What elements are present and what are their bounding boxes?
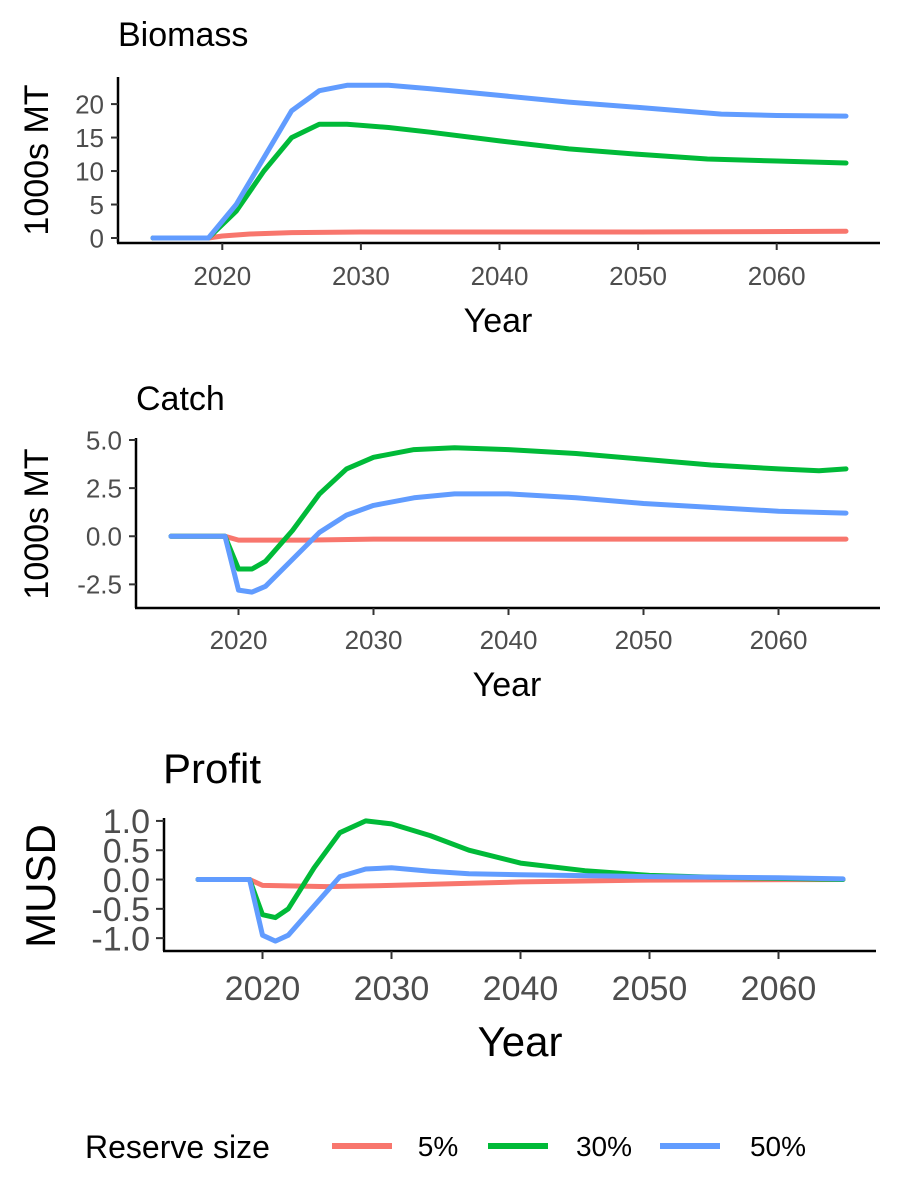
profit-ytick-label: -0.5 (91, 891, 150, 929)
biomass-ylabel: 1000s MT (18, 84, 56, 235)
catch-series-50pct (168, 491, 849, 595)
biomass-xtick-label: 2060 (748, 261, 806, 291)
biomass-xlabel: Year (464, 302, 533, 340)
catch-title: Catch (136, 380, 225, 418)
catch-ytick-label: 5.0 (86, 425, 122, 455)
biomass-xtick-label: 2020 (193, 261, 251, 291)
biomass-ytick-label: 5 (90, 190, 104, 220)
biomass-series-30pct (150, 121, 849, 241)
legend-label-30pct: 30% (576, 1131, 632, 1162)
biomass-panel: Biomass 1000s MT Year 2020 2030 2040 2050 20… (18, 16, 880, 340)
profit-series-5pct (195, 877, 846, 890)
profit-ylabel: MUSD (17, 824, 64, 948)
profit-xtick-label: 2040 (483, 970, 559, 1008)
profit-ticks: 2020 2030 2040 2050 2060 -1.0-0.50.00.51.0 (91, 803, 816, 1008)
legend-title: Reserve size (85, 1129, 270, 1165)
profit-lines (195, 818, 846, 944)
biomass-xtick-label: 2050 (609, 261, 667, 291)
profit-title: Profit (163, 745, 261, 792)
profit-panel: Profit MUSD Year 2020 2030 2040 2050 2060 -1.… (17, 745, 876, 1065)
catch-ytick-label: 0.0 (86, 522, 122, 552)
profit-ytick-label: -1.0 (91, 920, 150, 958)
catch-xtick-label: 2020 (210, 625, 268, 655)
profit-ytick-label: 1.0 (103, 803, 150, 841)
catch-ytick-label: -2.5 (77, 570, 122, 600)
catch-xtick-label: 2040 (480, 625, 538, 655)
biomass-ytick-label: 20 (75, 89, 104, 119)
biomass-lines (150, 82, 849, 241)
biomass-title: Biomass (118, 16, 248, 54)
catch-lines (168, 445, 849, 595)
profit-xtick-label: 2060 (741, 970, 817, 1008)
catch-series-30pct (168, 445, 849, 572)
biomass-ytick-label: 15 (75, 123, 104, 153)
catch-ticks: 2020 2030 2040 2050 2060 -2.5 0.0 2.5 5.0 (77, 425, 807, 655)
profit-ytick-label: 0.0 (103, 862, 150, 900)
profit-series-50pct (195, 865, 846, 944)
biomass-series-5pct (150, 228, 849, 241)
legend-label-50pct: 50% (750, 1131, 806, 1162)
profit-xtick-label: 2050 (612, 970, 688, 1008)
catch-xtick-label: 2060 (750, 625, 808, 655)
biomass-ytick-label: 0 (90, 223, 104, 253)
biomass-xtick-label: 2030 (332, 261, 390, 291)
profit-ytick-label: 0.5 (103, 832, 150, 870)
profit-xtick-label: 2020 (225, 970, 301, 1008)
catch-xtick-label: 2050 (615, 625, 673, 655)
legend-label-5pct: 5% (418, 1131, 458, 1162)
catch-panel: Catch 1000s MT Year 2020 2030 2040 2050 2060… (18, 380, 880, 704)
profit-series-30pct (195, 818, 846, 921)
profit-xlabel: Year (478, 1018, 563, 1065)
biomass-series-50pct (150, 82, 849, 241)
legend: Reserve size 5% 30% 50% (85, 1129, 806, 1165)
catch-xlabel: Year (473, 666, 542, 704)
catch-ytick-label: 2.5 (86, 473, 122, 503)
profit-xtick-label: 2030 (354, 970, 430, 1008)
catch-xtick-label: 2030 (345, 625, 403, 655)
legend-items: 5% 30% 50% (332, 1131, 806, 1162)
catch-ylabel: 1000s MT (18, 448, 56, 599)
biomass-ytick-label: 10 (75, 156, 104, 186)
biomass-xtick-label: 2040 (471, 261, 529, 291)
catch-series-5pct (168, 533, 849, 543)
